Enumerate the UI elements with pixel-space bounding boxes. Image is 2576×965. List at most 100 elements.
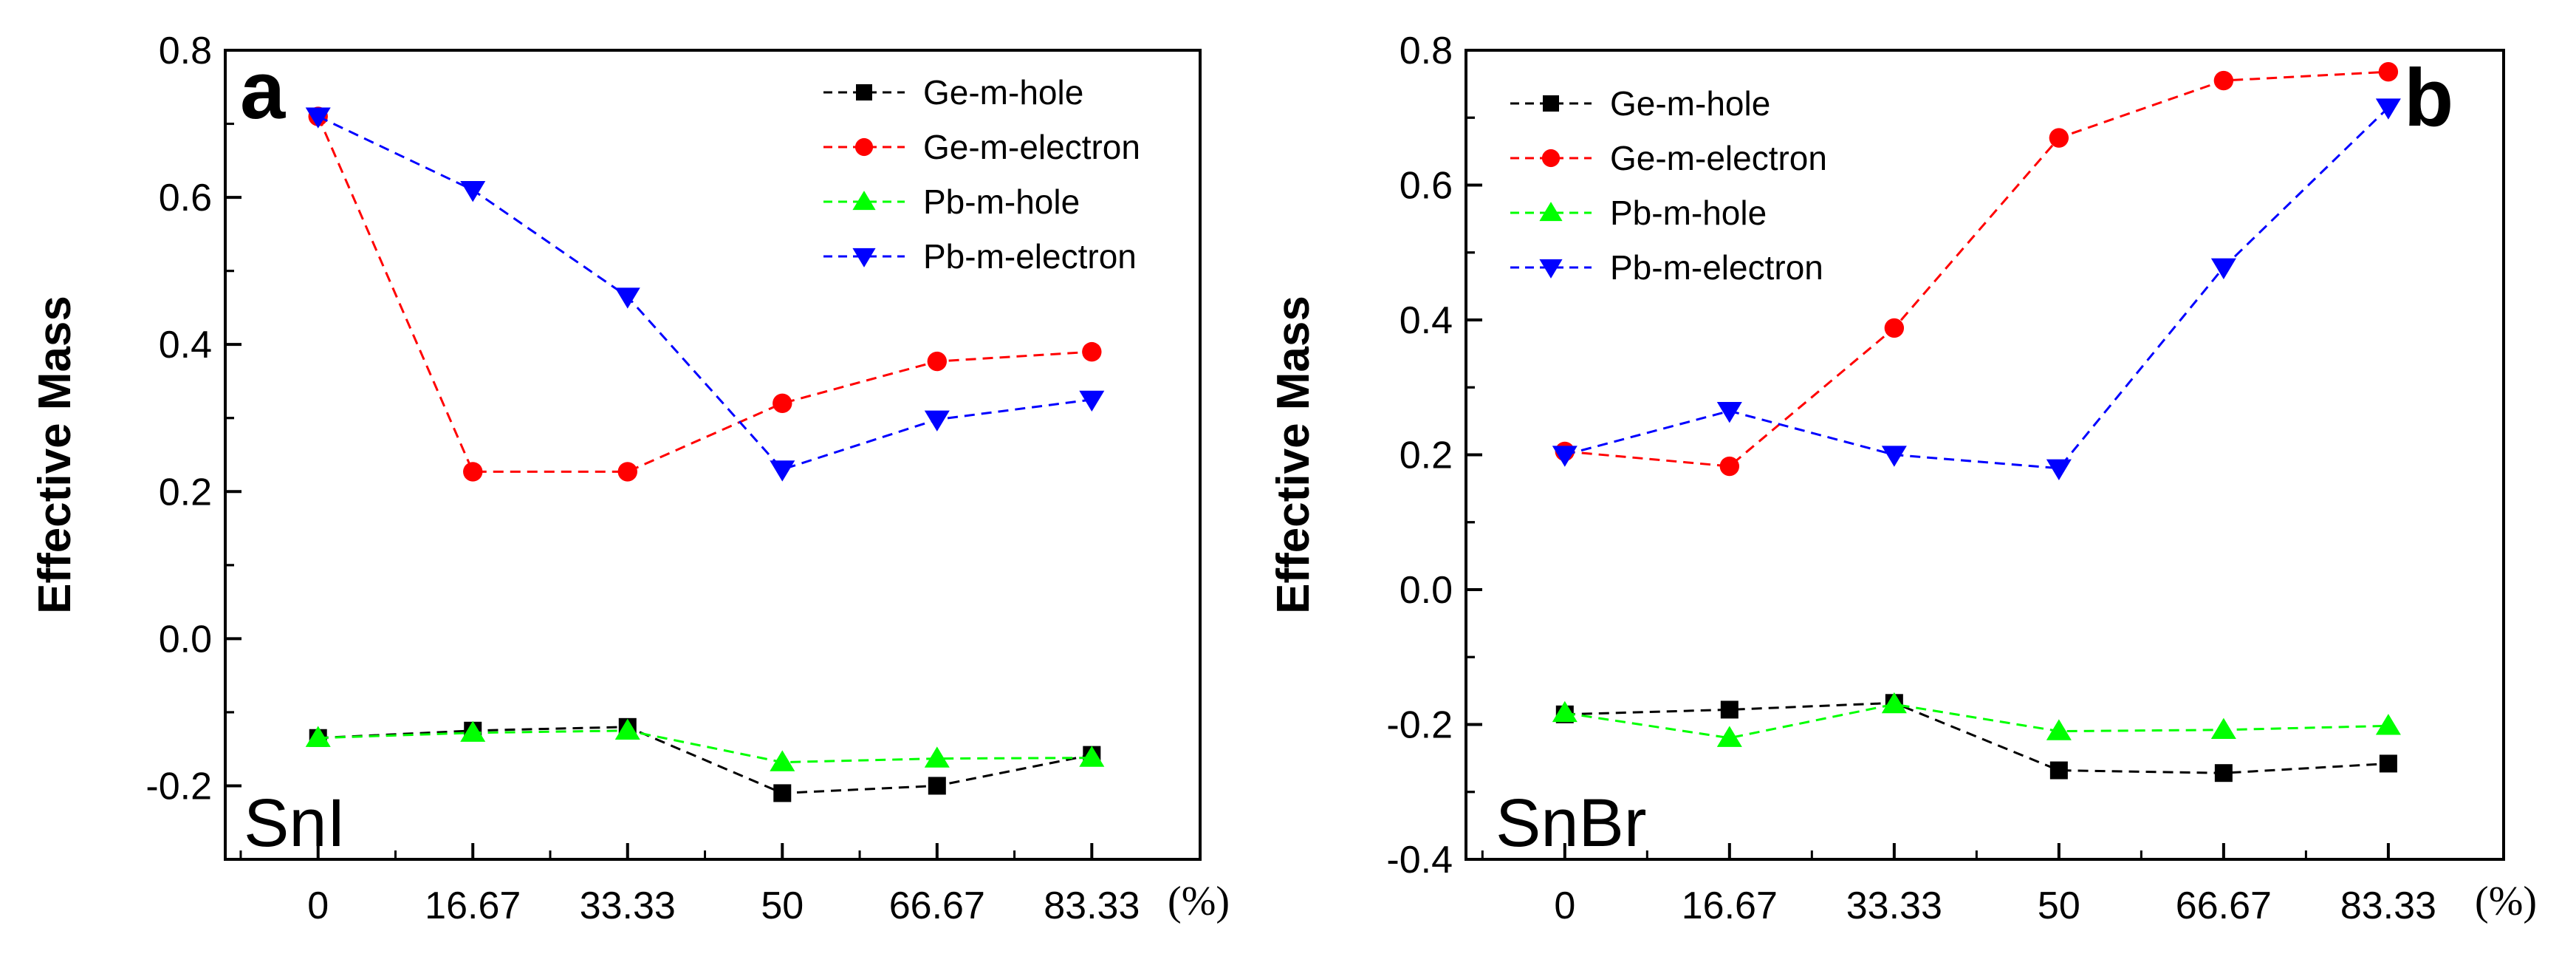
series-line [1564, 703, 2388, 740]
x-tick-label: 0 [307, 884, 329, 927]
series-line [1564, 70, 2388, 468]
data-point [1716, 726, 1742, 747]
data-point [305, 107, 331, 129]
legend-label: Ge-m-electron [1610, 139, 1827, 177]
legend-marker [854, 137, 874, 157]
data-point [2379, 754, 2397, 773]
x-tick-label: 16.67 [425, 884, 521, 927]
y-tick-label: -0.4 [1386, 839, 1453, 882]
plot-frame [224, 49, 1202, 861]
series-line [317, 115, 1092, 473]
series-line [318, 729, 1092, 764]
x-tick-label: 33.33 [580, 884, 676, 927]
series-ge-m-electron [1555, 62, 2399, 477]
data-point [2046, 719, 2072, 740]
series-line [1564, 106, 2389, 470]
data-point [2046, 459, 2072, 480]
y-tick-label: 0.4 [159, 324, 212, 366]
data-point [2210, 258, 2236, 280]
material-label: SnI [244, 785, 346, 861]
legend-marker [1539, 202, 1563, 222]
y-axis-title: Effective Mass [30, 296, 80, 614]
y-tick-label: 0.8 [159, 30, 212, 72]
data-point [614, 287, 640, 309]
data-point [1719, 456, 1740, 477]
y-tick-label: 0.0 [159, 618, 212, 661]
chart-panel-a: -0.2 0.0 0.2 0.4 0.6 0.8 0 16.67 33.33 50 66.67 83.… [30, 30, 1230, 927]
data-point [773, 784, 792, 802]
x-tick-label: 66.67 [889, 884, 985, 927]
series-pb-m-electron [305, 107, 1105, 482]
legend-marker [852, 191, 876, 211]
y-tick-label: 0.2 [1400, 434, 1453, 477]
data-point [2375, 98, 2401, 120]
data-point [924, 746, 950, 768]
data-point [773, 393, 792, 414]
y-tick-label: 0.0 [1400, 569, 1453, 612]
data-point [305, 726, 331, 747]
data-point [614, 718, 640, 740]
legend-marker [1539, 259, 1563, 279]
y-tick-label: 0.6 [159, 177, 212, 219]
series-ge-m-hole [1555, 694, 2397, 782]
x-tick-label: 83.33 [2340, 884, 2436, 927]
data-point [1884, 318, 1905, 338]
legend-marker [1543, 95, 1559, 112]
y-tick-label: 0.6 [1400, 165, 1453, 208]
series-line [318, 115, 1092, 471]
legend-label: Pb-m-electron [923, 237, 1137, 276]
data-point [1079, 746, 1105, 767]
x-tick-label: 16.67 [1682, 884, 1778, 927]
data-point [1552, 446, 1578, 467]
legend: Ge-m-hole Ge-m-electron Pb-m-hole Pb-m-elec… [1510, 84, 1827, 287]
legend-label: Ge-m-electron [923, 128, 1140, 166]
x-tick-label: 0 [1554, 884, 1575, 927]
series-pb-m-electron [1552, 98, 2401, 480]
legend-label: Ge-m-hole [923, 73, 1083, 112]
data-point [2214, 764, 2233, 782]
data-point [927, 351, 948, 372]
data-point [617, 462, 637, 482]
data-point [2375, 714, 2401, 735]
panel-letter: b [2404, 52, 2453, 143]
data-point [463, 462, 483, 482]
data-point [1881, 692, 1907, 714]
y-tick-label: 0.4 [1400, 299, 1453, 342]
series-line [318, 726, 1092, 794]
x-tick-label: 83.33 [1044, 884, 1140, 927]
x-unit-label: (%) [1168, 879, 1230, 924]
data-point [2210, 717, 2236, 739]
legend-label: Pb-m-hole [923, 183, 1080, 221]
panel-letter: a [240, 45, 286, 136]
chart-panel-b: -0.4 -0.2 0.0 0.2 0.4 0.6 0.8 0 16.67 33.33 50 66.6… [1268, 30, 2537, 927]
y-tick-label: -0.2 [1386, 704, 1453, 747]
legend-label: Ge-m-hole [1610, 84, 1770, 123]
data-point [770, 750, 795, 771]
legend: Ge-m-hole Ge-m-electron Pb-m-hole Pb-m-elec… [823, 73, 1140, 276]
legend-marker [856, 84, 872, 100]
data-point [924, 410, 950, 432]
data-point [1082, 341, 1102, 362]
x-tick-label: 66.67 [2176, 884, 2272, 927]
data-point [2213, 70, 2234, 91]
y-tick-label: -0.2 [145, 765, 212, 808]
legend-label: Pb-m-hole [1610, 194, 1767, 232]
series-line [1564, 701, 2388, 774]
y-tick-label: 0.8 [1400, 30, 1453, 72]
data-point [1079, 390, 1105, 412]
data-point [928, 777, 946, 795]
data-point [460, 720, 486, 742]
data-point [2378, 62, 2399, 82]
data-point [1716, 402, 1742, 423]
data-point [770, 460, 795, 482]
material-label: SnBr [1496, 785, 1647, 861]
series-pb-m-hole [1552, 692, 2401, 747]
data-point [1720, 700, 1739, 719]
data-point [2049, 761, 2068, 780]
legend-marker [1541, 149, 1561, 168]
x-unit-label: (%) [2475, 879, 2537, 924]
data-point [460, 180, 486, 202]
data-point [1881, 446, 1907, 467]
y-tick-label: 0.2 [159, 471, 212, 514]
